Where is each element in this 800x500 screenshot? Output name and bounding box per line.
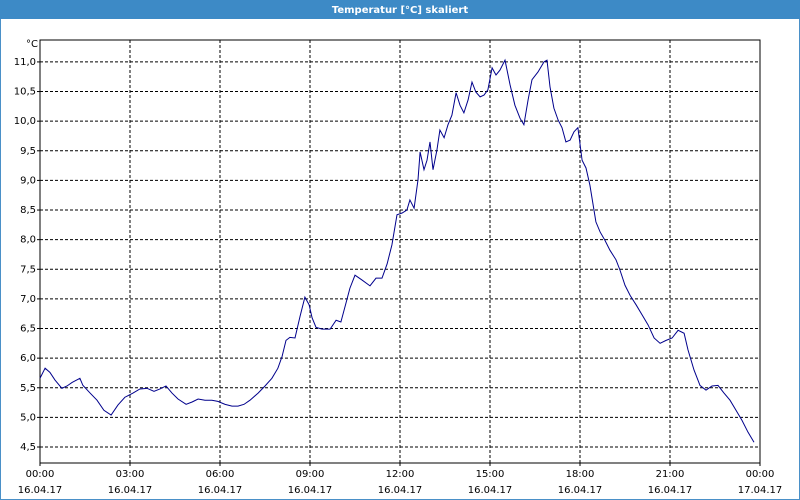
x-tick-date: 16.04.17 [288,485,333,496]
data-line [39,58,755,443]
x-tick-date: 16.04.17 [558,485,603,496]
y-tick-label: 5,5 [20,383,36,394]
y-tick-label: 9,5 [20,146,36,157]
x-tick-date: 16.04.17 [108,485,153,496]
x-tick-label: 00:00 [26,469,55,480]
y-tick-label: 5,0 [20,412,36,423]
x-tick-date: 16.04.17 [468,485,513,496]
y-tick-label: 7,0 [20,294,36,305]
y-tick-label: 9,0 [20,175,36,186]
y-tick-label: 10,5 [14,87,36,98]
y-tick-label: 10,0 [14,116,36,127]
x-tick-date: 16.04.17 [18,485,63,496]
x-tick-date: 17.04.17 [738,485,783,496]
y-tick-label: 7,5 [20,264,36,275]
x-tick-label: 15:00 [476,469,505,480]
title-bar [0,0,800,19]
y-tick-label: 6,0 [20,353,36,364]
chart-title: Temperatur [°C] skaliert [332,5,469,16]
x-tick-date: 16.04.17 [378,485,423,496]
y-tick-label: 8,0 [20,235,36,246]
x-tick-label: 03:00 [116,469,145,480]
x-tick-label: 00:00 [746,469,775,480]
y-tick-label: 6,5 [20,324,36,335]
x-tick-label: 09:00 [296,469,325,480]
x-tick-date: 16.04.17 [198,485,243,496]
y-tick-label: 8,5 [20,205,36,216]
y-axis-label: °C [26,39,38,50]
x-tick-label: 21:00 [656,469,685,480]
x-tick-date: 16.04.17 [648,485,693,496]
x-tick-label: 06:00 [206,469,235,480]
x-tick-label: 12:00 [386,469,415,480]
y-tick-label: 4,5 [20,442,36,453]
x-tick-label: 18:00 [566,469,595,480]
y-tick-label: 11,0 [14,57,36,68]
